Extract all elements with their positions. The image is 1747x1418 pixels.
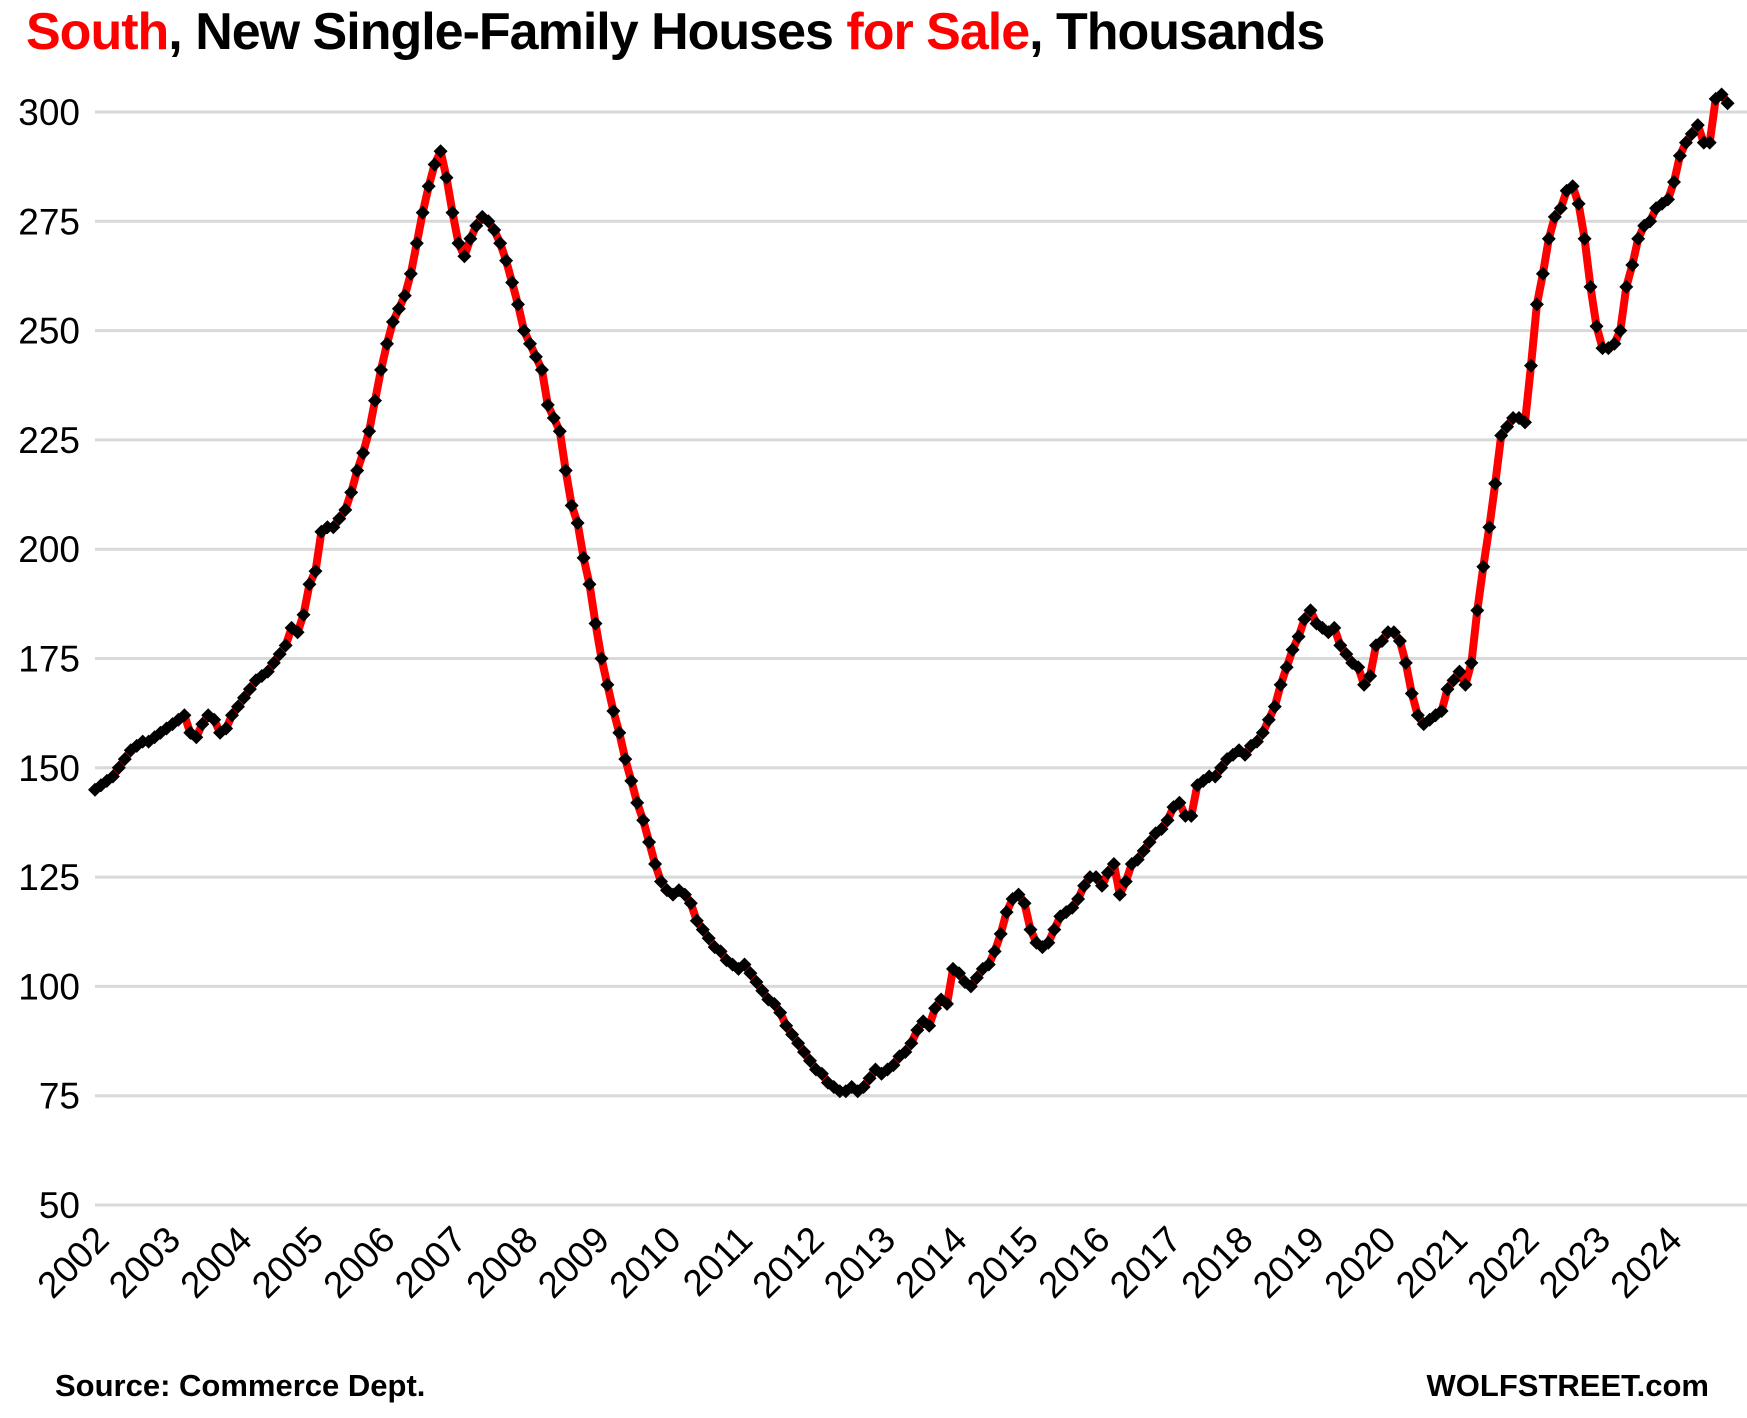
svg-text:150: 150 (18, 748, 80, 789)
svg-text:2019: 2019 (1245, 1219, 1332, 1306)
svg-text:2007: 2007 (387, 1219, 474, 1306)
svg-text:200: 200 (18, 529, 80, 570)
title-segment-south: South (26, 3, 169, 61)
svg-text:50: 50 (39, 1185, 80, 1226)
svg-text:250: 250 (18, 311, 80, 352)
svg-text:300: 300 (18, 92, 80, 133)
title-segment-for-sale: for Sale (846, 3, 1030, 61)
svg-text:2006: 2006 (315, 1219, 402, 1306)
x-axis-labels: 2002200320042005200620072008200920102011… (29, 1219, 1689, 1306)
svg-text:2024: 2024 (1602, 1219, 1689, 1306)
svg-text:2017: 2017 (1102, 1219, 1189, 1306)
svg-text:2022: 2022 (1459, 1219, 1546, 1306)
svg-text:2021: 2021 (1388, 1219, 1475, 1306)
title-segment-middle: , New Single-Family Houses (168, 3, 847, 61)
series-line (91, 90, 1732, 1096)
svg-text:2011: 2011 (675, 1219, 760, 1304)
svg-text:2010: 2010 (601, 1219, 688, 1306)
svg-text:2009: 2009 (530, 1219, 617, 1306)
brand-watermark: WOLFSTREET.com (1426, 1368, 1709, 1403)
svg-text:2012: 2012 (744, 1219, 831, 1306)
title-segment-thousands: , Thousands (1029, 3, 1325, 61)
svg-text:125: 125 (18, 857, 80, 898)
svg-text:2002: 2002 (29, 1219, 116, 1306)
svg-text:2020: 2020 (1316, 1219, 1403, 1306)
source-note: Source: Commerce Dept. (55, 1368, 426, 1403)
svg-text:225: 225 (18, 420, 80, 461)
svg-text:2003: 2003 (101, 1219, 188, 1306)
gridlines (95, 110, 1747, 1207)
y-axis-labels: 50 75 100 125 150 175 200 225 250 275 300 (18, 92, 80, 1226)
svg-text:275: 275 (18, 201, 80, 242)
svg-text:2013: 2013 (816, 1219, 903, 1306)
svg-text:2008: 2008 (458, 1219, 545, 1306)
svg-text:2005: 2005 (244, 1219, 331, 1306)
svg-text:2023: 2023 (1531, 1219, 1618, 1306)
svg-text:100: 100 (18, 966, 80, 1007)
svg-text:2014: 2014 (887, 1219, 974, 1306)
svg-text:175: 175 (18, 639, 80, 680)
svg-text:75: 75 (39, 1076, 80, 1117)
svg-text:2015: 2015 (959, 1219, 1046, 1306)
svg-text:2018: 2018 (1173, 1219, 1260, 1306)
svg-text:2016: 2016 (1030, 1219, 1117, 1306)
series-markers (88, 87, 1735, 1099)
chart-title: South, New Single-Family Houses for Sale… (26, 2, 1325, 62)
svg-text:2004: 2004 (172, 1219, 259, 1306)
